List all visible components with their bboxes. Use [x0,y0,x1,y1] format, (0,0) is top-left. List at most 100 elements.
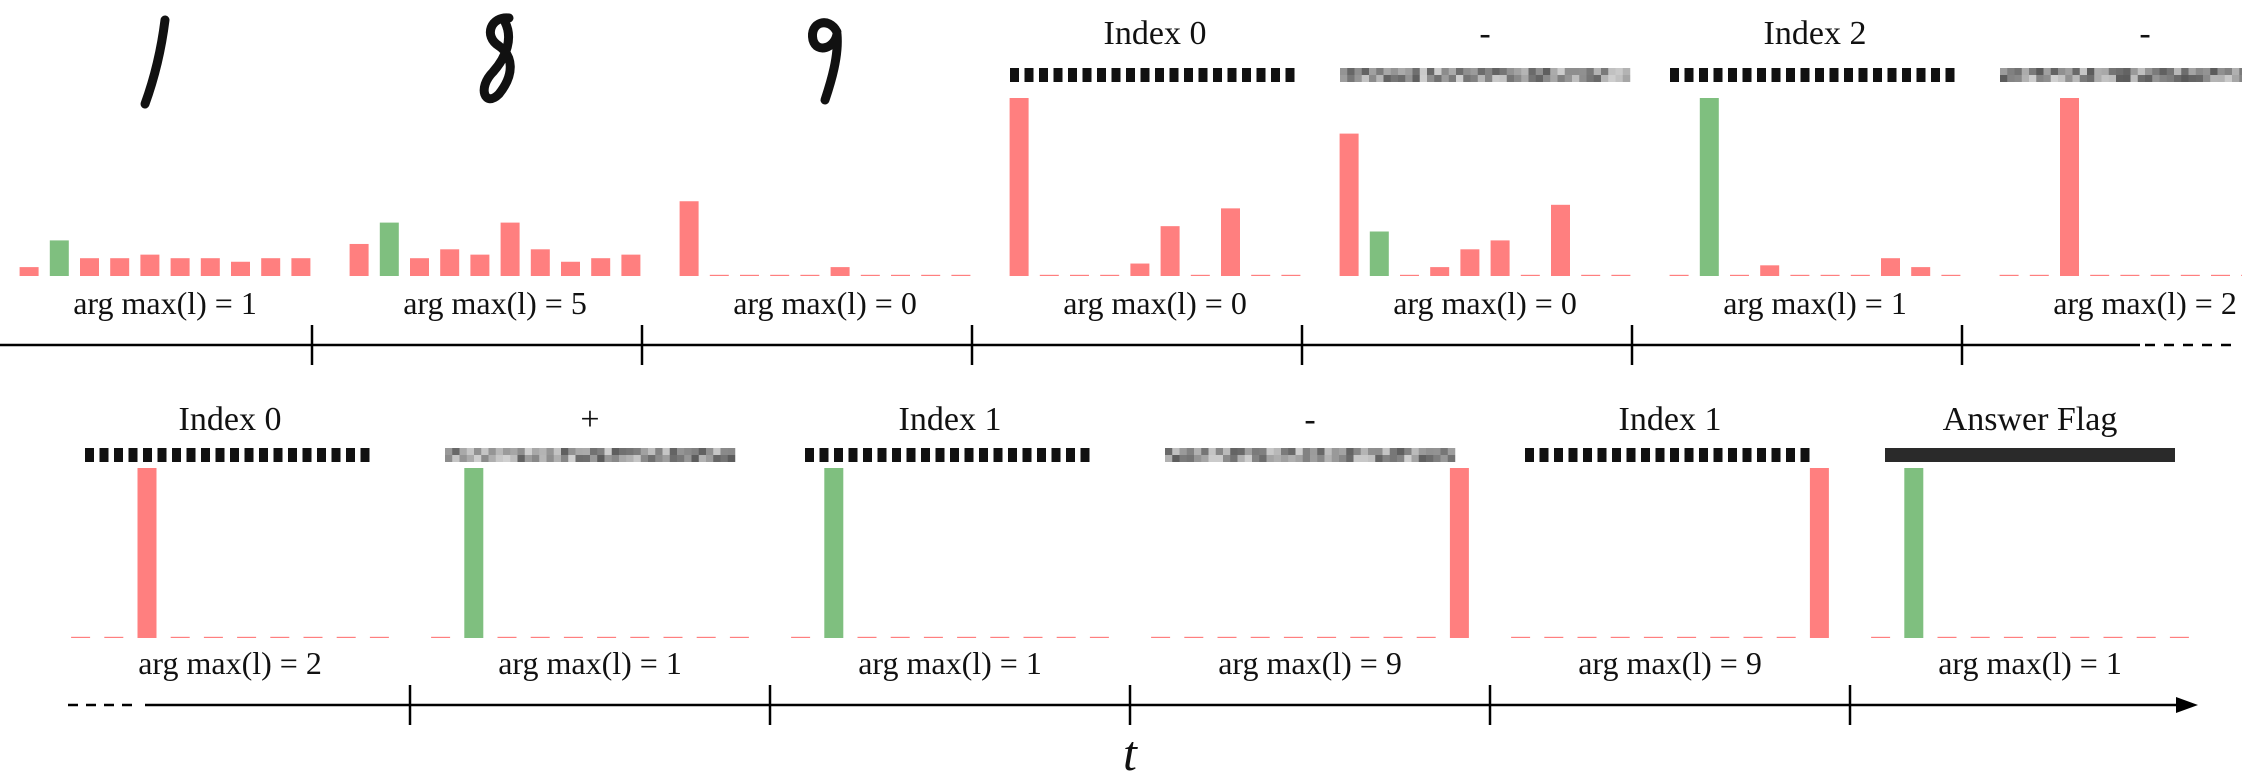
token-embedding-strip [1010,68,1295,82]
logit-bar [470,254,490,276]
timestep-2-5: Index 1 arg max(l) = 9 [1511,401,1829,681]
logit-bar [1677,636,1697,638]
token-header: Index 0 [179,401,282,438]
logit-bar [770,274,790,276]
argmax-label: arg max(l) = 9 [1218,645,1402,681]
logit-bar [729,636,749,638]
logit-bar [1577,636,1597,638]
logit-bar [1551,204,1570,276]
logit-bar [530,636,550,638]
logit-bar [440,249,460,276]
logit-bar [1221,208,1240,276]
logit-bar [1710,636,1730,638]
token-header: + [580,401,599,438]
logit-bar [1643,636,1663,638]
logit-bar [830,267,850,276]
argmax-label: arg max(l) = 0 [733,285,917,321]
logit-bar [1911,267,1931,276]
logit-bar [80,258,99,276]
argmax-label: arg max(l) = 1 [1938,645,2122,681]
logit-bar [104,636,124,638]
logit-bar [1776,636,1796,638]
logit-bar [1160,226,1180,276]
logit-bar [800,274,820,276]
token-embedding-strip [1340,68,1631,82]
logit-bar [696,636,716,638]
token-header: Index 1 [899,401,1002,438]
timestep-1-3: arg max(l) = 0 [679,18,971,321]
logit-bar [740,274,759,276]
logit-bar [349,243,369,276]
logit-bar [2037,636,2057,638]
logit-bar [1460,249,1480,276]
logit-bar [621,254,641,276]
timestep-2-2: + arg max(l) = 1 [431,401,749,681]
argmax-label: arg max(l) = 2 [138,645,322,681]
logit-bar [1850,274,1870,276]
logit-bar [1190,274,1210,276]
logit-bar [2120,274,2140,276]
logit-bar [2070,636,2090,638]
logit-bar [1743,636,1763,638]
argmax-label: arg max(l) = 1 [73,285,257,321]
argmax-label: arg max(l) = 1 [498,645,682,681]
axis-ticks-row-1 [310,325,1964,365]
logit-bar [890,636,910,638]
argmax-label: arg max(l) = 2 [2053,285,2237,321]
logit-bar [200,258,220,276]
logit-bar [1999,274,2019,276]
logit-bar [1809,468,1829,638]
token-header: - [1304,401,1315,438]
axis-row-1 [0,325,2235,365]
logit-bar [860,274,880,276]
logit-bar [1217,636,1237,638]
timestep-1-5: - arg max(l) = 0 [1339,15,1631,321]
timestep-2-3: Index 1 arg max(l) = 1 [791,401,1109,681]
logit-bar [1383,636,1403,638]
logit-bar [1730,274,1749,276]
token-header: Index 2 [1764,15,1867,52]
logit-bar [170,258,190,276]
logit-bar [1151,636,1171,638]
logit-bar [857,636,877,638]
logit-bar [203,636,223,638]
logit-bar [990,636,1010,638]
logit-bar [291,258,311,276]
logit-bar [1760,265,1780,276]
logit-bar [1871,636,1891,638]
logit-bar [1100,274,1120,276]
token-embedding-strip [1165,448,1456,462]
token-header: Answer Flag [1943,401,2118,438]
logit-bar [369,636,389,638]
logit-bar [2180,274,2200,276]
token-header: Index 1 [1619,401,1722,438]
logit-bar [1490,240,1510,276]
digit-image-9 [808,18,842,105]
logit-bar [1317,636,1337,638]
timeline-row-1: arg max(l) = 1 arg max(l) = 5 arg max(l) =… [19,13,2242,321]
logit-bar [1449,468,1469,638]
logit-bar [1669,274,1689,276]
logit-bar [891,274,910,276]
logit-bar [709,274,729,276]
axis-ticks-row-2 [408,685,1852,725]
logit-bar [431,636,451,638]
logit-bar [237,636,257,638]
logit-bar [1070,274,1089,276]
logit-bar [1937,636,1957,638]
logit-bar [923,636,943,638]
logit-bar [1904,468,1924,638]
argmax-label: arg max(l) = 5 [403,285,587,321]
logit-bar [1281,274,1301,276]
logit-bar [1400,274,1419,276]
logit-bar [71,636,91,638]
logit-bar [1941,274,1961,276]
logit-bar [261,258,281,276]
timestep-2-4: - arg max(l) = 9 [1151,401,1469,681]
logit-bar [1430,267,1450,276]
logit-bar [2003,636,2023,638]
token-embedding-strip [2000,68,2242,82]
logit-bar [1544,636,1564,638]
token-embedding-strip [1525,448,1810,462]
logit-bar [1350,636,1370,638]
